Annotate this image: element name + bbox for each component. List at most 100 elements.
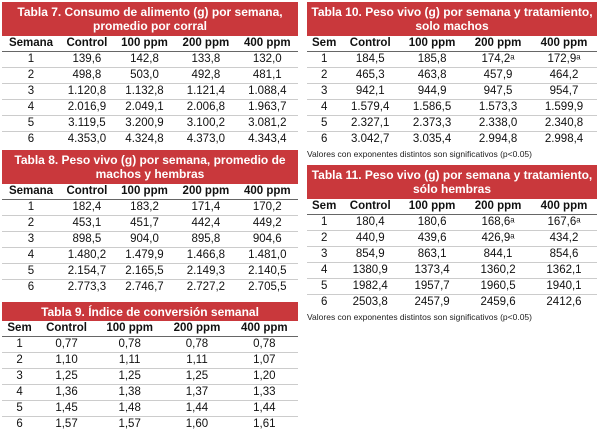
table-cell: 1,20 [230, 368, 298, 385]
table-cell: 2.016,9 [60, 99, 114, 116]
table-cell: 2.373,3 [399, 115, 466, 132]
table-cell: 2459,6 [480, 296, 516, 308]
column-header: 400 ppm [531, 199, 597, 215]
table-cell: 1.586,5 [399, 99, 466, 116]
table-cell: 5 [2, 115, 61, 132]
table-row: 2 440,9 439,6 426,9ᵃ 434,2 [307, 230, 597, 247]
table-cell: 4 [2, 99, 61, 116]
table-cell: 854,9 [341, 246, 400, 263]
column-header: Control [60, 184, 114, 200]
table-cell: 1 [2, 336, 38, 353]
table-cell: 1,07 [230, 352, 298, 369]
table-cell: 1,25 [163, 368, 231, 385]
table-9-title: Tabla 9. Índice de conversión semanal [2, 302, 298, 321]
table-cell: 2.149,3 [175, 263, 237, 280]
table-10: Sem Control 100 ppm 200 ppm 400 ppm 1 184,5 185… [307, 36, 597, 147]
table-8-block: Tabla 8. Peso vivo (g) por semana, prome… [2, 150, 298, 295]
table-cell: 2457,9 [414, 296, 450, 308]
table-cell: 5 [307, 115, 342, 132]
table-cell: 2.727,2 [186, 281, 226, 293]
table-cell: 2503,8 [352, 296, 388, 308]
table-cell: 0,77 [37, 336, 97, 353]
table-cell: 171,4 [175, 199, 237, 216]
table-row: 1 184,5 185,8 174,2ᵃ 172,9ᵃ [307, 51, 597, 68]
table-cell: 895,8 [175, 231, 237, 248]
table-cell: 1,44 [230, 400, 298, 417]
table-cell: 182,4 [60, 199, 114, 216]
table-cell: 5 [307, 278, 342, 295]
table-cell: 1.088,4 [236, 83, 298, 100]
table-cell: 1,37 [163, 384, 231, 401]
table-row: 6 4.353,0 4.324,8 4.373,0 4.343,4 [2, 132, 298, 148]
table-cell: 464,2 [531, 67, 597, 84]
table-cell: 434,2 [531, 230, 597, 247]
table-11: Sem Control 100 ppm 200 ppm 400 ppm 1 180,4 180… [307, 199, 597, 310]
header-row: Semana Control 100 ppm 200 ppm 400 ppm [2, 184, 298, 200]
table-7-title: Tabla 7. Consumo de alimento (g) por sem… [2, 2, 298, 36]
table-cell: 440,9 [341, 230, 400, 247]
table-10-block: Tabla 10. Peso vivo (g) por semana y tra… [307, 2, 597, 159]
column-header: Control [37, 321, 97, 337]
table-cell: 184,5 [341, 51, 400, 68]
table-cell: 4 [2, 384, 38, 401]
table-cell: 1.121,4 [175, 83, 237, 100]
table-cell: 442,4 [175, 215, 237, 232]
table-cell: 2 [2, 352, 38, 369]
column-header: Sem [2, 321, 38, 337]
table-row: 4 2.016,9 2.049,1 2.006,8 1.963,7 [2, 99, 298, 116]
table-8: Semana Control 100 ppm 200 ppm 400 ppm 1 182,4… [2, 184, 298, 295]
table-cell: 139,6 [60, 51, 114, 68]
table-cell: 2.154,7 [60, 263, 114, 280]
table-cell: 0,78 [230, 336, 298, 353]
table-cell: 1,57 [55, 418, 78, 430]
table-cell: 1.120,8 [60, 83, 114, 100]
table-cell: 2.746,7 [125, 281, 164, 293]
table-cell: 1373,4 [399, 262, 466, 279]
table-cell: 1982,4 [341, 278, 400, 295]
table-cell: 904,6 [236, 231, 298, 248]
table-cell: 2.773,3 [67, 281, 107, 293]
table-cell: 5 [2, 400, 38, 417]
header-row: Sem Control 100 ppm 200 ppm 400 ppm [2, 321, 298, 337]
table-cell: 132,0 [236, 51, 298, 68]
column-header: Sem [307, 199, 342, 215]
title-line: solo machos [415, 19, 489, 33]
column-header: 400 ppm [531, 36, 597, 52]
table-row: 1 182,4 183,2 171,4 170,2 [2, 199, 298, 216]
table-cell: 426,9ᵃ [465, 230, 532, 247]
table-cell: 3.119,5 [60, 115, 114, 132]
column-header: Sem [307, 36, 342, 52]
table-row: 5 2.327,1 2.373,3 2.338,0 2.340,8 [307, 115, 597, 132]
table-cell: 449,2 [236, 215, 298, 232]
table-7: Semana Control 100 ppm 200 ppm 400 ppm 1 139,6… [2, 36, 298, 147]
title-line: Tabla 8. Peso vivo (g) por semana, prome… [14, 153, 286, 167]
table-row: 4 1.579,4 1.586,5 1.573,3 1.599,9 [307, 99, 597, 116]
table-cell: 844,1 [465, 246, 532, 263]
table-cell: 0,78 [163, 336, 231, 353]
table-cell: 1940,1 [531, 278, 597, 295]
table-cell: 1 [2, 51, 61, 68]
table-cell: 2.705,5 [248, 281, 287, 293]
table-cell: 172,9ᵃ [531, 51, 597, 68]
table-9-block: Tabla 9. Índice de conversión semanal Se… [2, 302, 298, 432]
title-line: promedio por corral [92, 19, 208, 33]
table-cell: 2.049,1 [113, 99, 176, 116]
title-line: Tabla 11. Peso vivo (g) por semana y tra… [311, 168, 593, 182]
table-cell: 1380,9 [341, 262, 400, 279]
column-header: 400 ppm [236, 184, 298, 200]
table-cell: 1.579,4 [341, 99, 400, 116]
table-cell: 183,2 [113, 199, 176, 216]
table-cell: 3.042,7 [351, 133, 390, 145]
table-11-block: Tabla 11. Peso vivo (g) por semana y tra… [307, 165, 597, 322]
table-cell: 1.479,9 [113, 247, 176, 264]
table-9: Sem Control 100 ppm 200 ppm 400 ppm 1 0,77 0,78… [2, 321, 298, 432]
column-header: 200 ppm [465, 36, 532, 52]
table-row: 1 180,4 180,6 168,6ᵃ 167,6ᵃ [307, 214, 597, 231]
table-cell: 167,6ᵃ [531, 214, 597, 231]
table-cell: 1,10 [37, 352, 97, 369]
table-cell: 1,48 [96, 400, 164, 417]
table-cell: 2.338,0 [465, 115, 532, 132]
table-cell: 451,7 [113, 215, 176, 232]
table-cell: 4.343,4 [248, 133, 287, 145]
table-11-note: Valores con exponentes distintos son sig… [307, 312, 532, 322]
